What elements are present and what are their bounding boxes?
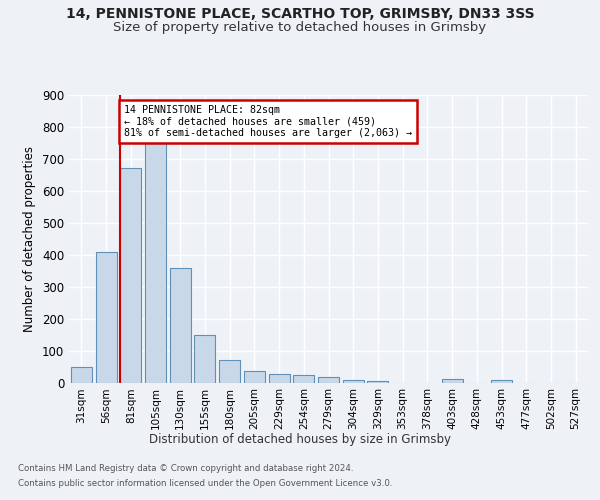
Bar <box>95 252 116 382</box>
Text: Distribution of detached houses by size in Grimsby: Distribution of detached houses by size … <box>149 432 451 446</box>
Bar <box>244 372 265 382</box>
Bar <box>269 374 290 382</box>
Bar <box>194 334 215 382</box>
Bar <box>219 360 240 382</box>
Text: Size of property relative to detached houses in Grimsby: Size of property relative to detached ho… <box>113 22 487 35</box>
Text: Contains HM Land Registry data © Crown copyright and database right 2024.: Contains HM Land Registry data © Crown c… <box>18 464 353 473</box>
Bar <box>170 268 191 382</box>
Text: 14 PENNISTONE PLACE: 82sqm
← 18% of detached houses are smaller (459)
81% of sem: 14 PENNISTONE PLACE: 82sqm ← 18% of deta… <box>124 104 412 138</box>
Bar <box>120 168 141 382</box>
Bar <box>343 380 364 382</box>
Bar <box>442 380 463 382</box>
Text: 14, PENNISTONE PLACE, SCARTHO TOP, GRIMSBY, DN33 3SS: 14, PENNISTONE PLACE, SCARTHO TOP, GRIMS… <box>65 8 535 22</box>
Bar <box>367 381 388 382</box>
Bar <box>491 380 512 382</box>
Text: Contains public sector information licensed under the Open Government Licence v3: Contains public sector information licen… <box>18 479 392 488</box>
Bar <box>318 377 339 382</box>
Bar <box>293 376 314 382</box>
Bar <box>145 143 166 382</box>
Bar <box>71 367 92 382</box>
Y-axis label: Number of detached properties: Number of detached properties <box>23 146 37 332</box>
